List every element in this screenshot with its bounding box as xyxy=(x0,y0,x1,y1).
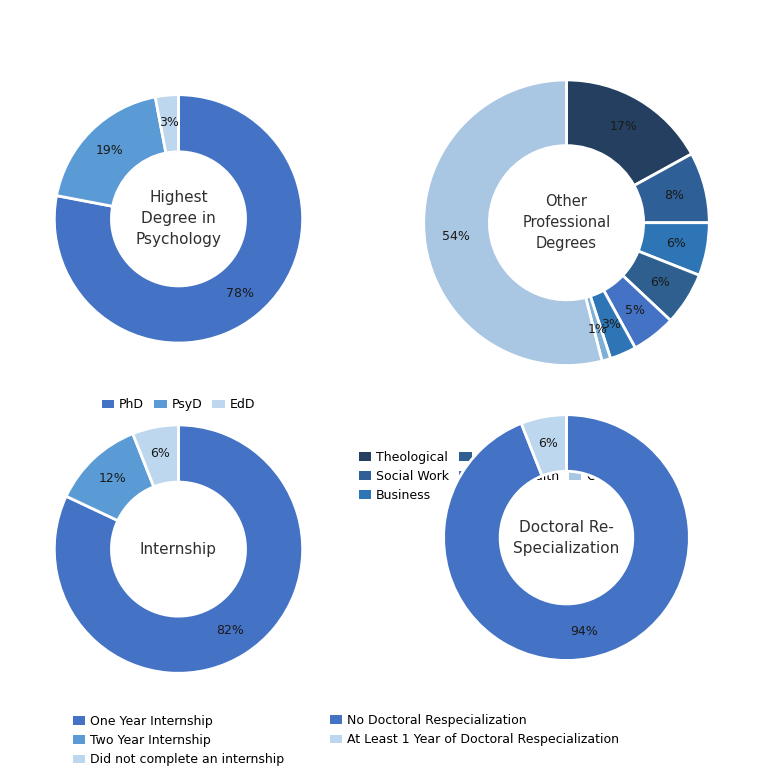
Text: Doctoral Re-
Specialization: Doctoral Re- Specialization xyxy=(514,520,619,555)
Wedge shape xyxy=(591,290,636,359)
Wedge shape xyxy=(54,425,303,674)
Wedge shape xyxy=(444,415,689,660)
Text: 3%: 3% xyxy=(601,319,621,332)
Wedge shape xyxy=(54,94,303,343)
Text: 1%: 1% xyxy=(587,323,608,336)
Text: 5%: 5% xyxy=(625,304,645,317)
Legend: Theological, Social Work, Business, Nursing, Public Health, Law, Medical, Other: Theological, Social Work, Business, Nurs… xyxy=(359,451,635,502)
Text: 6%: 6% xyxy=(151,448,170,461)
Text: 78%: 78% xyxy=(227,287,255,300)
Text: 8%: 8% xyxy=(664,188,684,201)
Wedge shape xyxy=(424,80,602,366)
Text: Internship: Internship xyxy=(140,541,217,557)
Wedge shape xyxy=(638,223,709,275)
Text: 17%: 17% xyxy=(609,121,637,134)
Text: 3%: 3% xyxy=(159,116,179,129)
Wedge shape xyxy=(133,425,178,487)
Legend: One Year Internship, Two Year Internship, Did not complete an internship: One Year Internship, Two Year Internship… xyxy=(73,715,284,766)
Legend: PhD, PsyD, EdD: PhD, PsyD, EdD xyxy=(102,399,255,412)
Text: 6%: 6% xyxy=(539,437,559,450)
Text: 94%: 94% xyxy=(570,625,598,638)
Wedge shape xyxy=(57,97,166,207)
Wedge shape xyxy=(155,94,178,153)
Wedge shape xyxy=(66,434,154,521)
Wedge shape xyxy=(566,80,691,186)
Text: Other
Professional
Degrees: Other Professional Degrees xyxy=(522,194,611,251)
Text: 6%: 6% xyxy=(650,276,670,289)
Text: 19%: 19% xyxy=(96,144,124,157)
Wedge shape xyxy=(634,154,709,223)
Wedge shape xyxy=(586,296,611,361)
Wedge shape xyxy=(622,251,699,320)
Legend: No Doctoral Respecialization, At Least 1 Year of Doctoral Respecialization: No Doctoral Respecialization, At Least 1… xyxy=(330,714,619,746)
Wedge shape xyxy=(521,415,566,476)
Text: 6%: 6% xyxy=(666,237,686,250)
Text: 12%: 12% xyxy=(99,472,126,485)
Text: Highest
Degree in
Psychology: Highest Degree in Psychology xyxy=(136,190,221,247)
Text: 54%: 54% xyxy=(442,230,470,243)
Wedge shape xyxy=(604,276,670,348)
Text: 82%: 82% xyxy=(217,624,244,637)
